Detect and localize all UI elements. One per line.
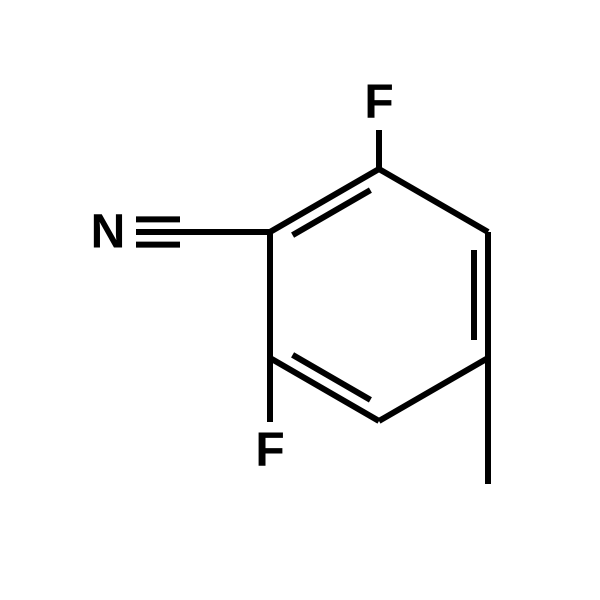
atom-label-f: F: [364, 76, 393, 129]
bond-line: [379, 358, 488, 421]
bond-line: [270, 358, 379, 421]
atom-label-n: N: [91, 206, 126, 259]
bond-line: [270, 169, 379, 232]
bond-line: [379, 169, 488, 232]
atom-label-f: F: [255, 424, 284, 477]
molecule-diagram: F F N: [0, 0, 600, 600]
